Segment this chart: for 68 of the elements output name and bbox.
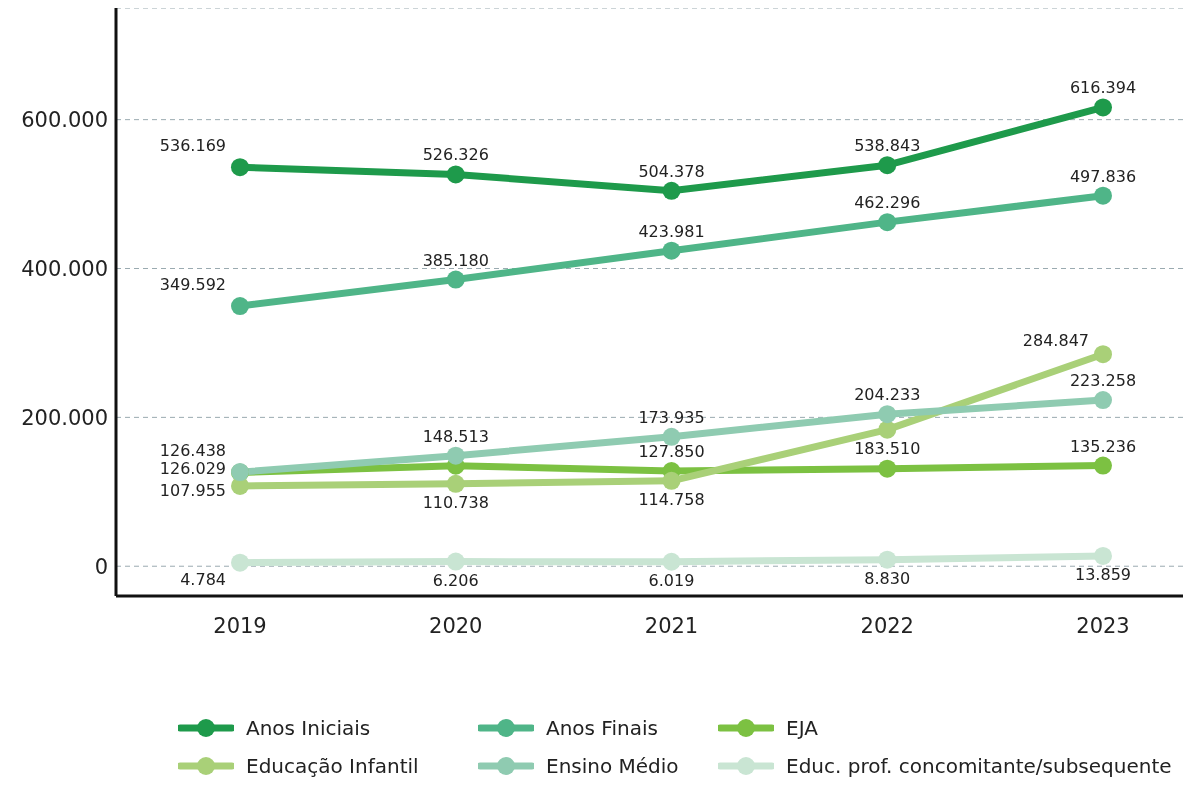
data-label: 126.438 — [159, 441, 226, 461]
point — [662, 241, 681, 260]
data-label: 6.019 — [648, 570, 695, 590]
y-tick-label: 600.000 — [21, 108, 108, 133]
point — [878, 550, 897, 569]
point — [878, 213, 897, 232]
data-label: 223.258 — [1069, 371, 1137, 391]
data-label: 204.233 — [854, 385, 921, 405]
point — [1094, 391, 1112, 410]
point — [1094, 98, 1112, 117]
point — [662, 181, 681, 200]
data-label: 349.592 — [159, 275, 226, 295]
point — [1094, 546, 1112, 565]
point — [662, 427, 681, 446]
point — [878, 420, 897, 439]
point — [1094, 186, 1112, 205]
data-label: 107.955 — [159, 480, 226, 500]
point — [1094, 345, 1112, 364]
legend-label: EJA — [786, 716, 818, 740]
legend-label: Anos Iniciais — [246, 716, 371, 740]
data-label: 8.830 — [864, 568, 911, 588]
point — [231, 297, 249, 316]
x-tick-label: 2022 — [860, 613, 914, 638]
point — [878, 405, 897, 424]
y-tick-label: 200.000 — [21, 405, 108, 430]
point — [231, 158, 249, 177]
x-tick-label: 2021 — [644, 613, 699, 638]
x-tick-label: 2019 — [213, 613, 267, 638]
data-label: 4.784 — [180, 569, 226, 589]
y-tick-label: 0 — [94, 554, 108, 579]
data-label: 423.981 — [638, 221, 705, 241]
data-label: 536.169 — [159, 136, 226, 156]
point — [1094, 456, 1112, 475]
data-label: 526.326 — [422, 145, 489, 165]
point — [446, 552, 465, 571]
point — [446, 446, 465, 465]
data-label: 6.206 — [432, 570, 479, 590]
data-label: 173.935 — [638, 407, 705, 427]
data-label: 135.236 — [1069, 436, 1137, 456]
data-label: 183.510 — [854, 438, 921, 458]
legend-label: Ensino Médio — [546, 754, 679, 778]
point — [878, 459, 897, 478]
data-label: 127.850 — [638, 442, 705, 462]
data-label: 616.394 — [1069, 78, 1137, 98]
point — [446, 474, 465, 493]
data-label: 462.296 — [854, 193, 921, 213]
point — [878, 156, 897, 175]
x-tick-label: 2020 — [429, 613, 483, 638]
data-label: 497.836 — [1069, 166, 1137, 186]
point — [662, 552, 681, 571]
data-label: 385.180 — [422, 250, 489, 270]
data-label: 148.513 — [422, 426, 489, 446]
data-label: 13.859 — [1075, 564, 1131, 584]
point — [446, 165, 465, 184]
point — [231, 553, 249, 572]
data-label: 504.378 — [638, 161, 705, 181]
data-label: 538.843 — [854, 136, 921, 156]
point — [662, 471, 681, 490]
x-tick-label: 2023 — [1076, 613, 1130, 638]
data-label: 126.029 — [159, 459, 226, 479]
legend-label: Anos Finais — [546, 716, 658, 740]
point — [446, 270, 465, 289]
data-label: 114.758 — [638, 489, 705, 509]
data-label: 284.847 — [1022, 331, 1089, 351]
data-label: 110.738 — [422, 492, 489, 512]
y-tick-label: 400.000 — [21, 256, 108, 281]
legend-label: Educ. prof. concomitante/subsequente — [786, 754, 1172, 778]
legend-label: Educação Infantil — [246, 754, 419, 778]
